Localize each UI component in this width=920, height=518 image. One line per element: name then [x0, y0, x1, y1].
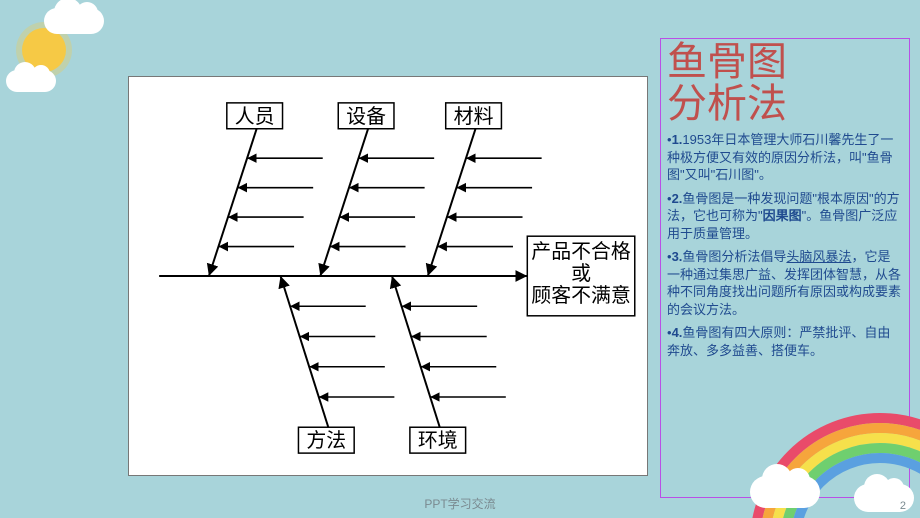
paragraph: •4.鱼骨图有四大原则：严禁批评、自由奔放、多多益善、搭便车。 [667, 324, 903, 359]
fishbone-svg: 产品不合格或顾客不满意 人员 设备 材料方法 环境 [129, 77, 647, 475]
title-line1: 鱼骨图 [667, 39, 787, 84]
svg-text:人员: 人员 [235, 105, 275, 128]
svg-text:产品不合格: 产品不合格 [531, 240, 631, 263]
svg-text:设备: 设备 [346, 105, 386, 128]
footer-text: PPT学习交流 [0, 495, 920, 512]
paragraph: •1.1953年日本管理大师石川馨先生了一种极方便又有效的原因分析法，叫"鱼骨图… [667, 131, 903, 184]
svg-text:或: 或 [571, 262, 591, 285]
cloud-icon [6, 70, 56, 92]
svg-text:材料: 材料 [454, 105, 494, 128]
svg-text:方法: 方法 [306, 429, 346, 452]
paragraph: •3.鱼骨图分析法倡导头脑风暴法，它是一种通过集思广益、发挥团体智慧，从各种不同… [667, 248, 903, 318]
page-number: 2 [900, 500, 906, 512]
svg-text:顾客不满意: 顾客不满意 [531, 284, 630, 307]
page-title: 鱼骨图 分析法 [667, 41, 903, 125]
paragraph: •2.鱼骨图是一种发现问题"根本原因"的方法，它也可称为"因果图"。鱼骨图广泛应… [667, 190, 903, 243]
fishbone-diagram: 产品不合格或顾客不满意 人员 设备 材料方法 环境 [128, 76, 648, 476]
cloud-icon [44, 8, 104, 34]
title-line2: 分析法 [667, 81, 787, 126]
svg-text:环境: 环境 [418, 429, 458, 452]
paragraph-list: •1.1953年日本管理大师石川馨先生了一种极方便又有效的原因分析法，叫"鱼骨图… [667, 131, 903, 360]
